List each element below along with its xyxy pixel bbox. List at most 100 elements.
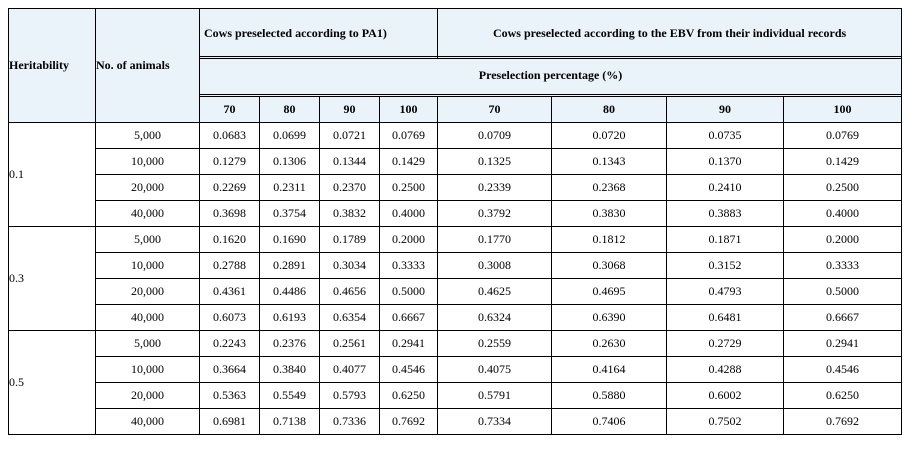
value-cell: 0.1343 <box>551 148 668 175</box>
table-row: 10,000 0.3664 0.3840 0.4077 0.4546 0.4075 0.41… <box>9 356 903 383</box>
value-cell: 0.6354 <box>319 304 380 331</box>
value-cell: 0.6250 <box>378 382 439 409</box>
results-table: Heritability No. of animals Cows presele… <box>8 8 903 435</box>
value-cell: 0.7502 <box>666 408 785 435</box>
value-cell: 0.7336 <box>319 408 380 435</box>
value-cell: 0.3333 <box>783 252 903 279</box>
value-cell: 0.7406 <box>551 408 668 435</box>
animals-cell: 20,000 <box>95 174 200 201</box>
value-cell: 0.2376 <box>259 330 320 357</box>
value-cell: 0.6481 <box>666 304 785 331</box>
value-cell: 0.3034 <box>319 252 380 279</box>
animals-cell: 5,000 <box>95 330 200 357</box>
value-cell: 0.1789 <box>319 226 380 253</box>
pct-header: 100 <box>378 96 439 123</box>
value-cell: 0.0699 <box>259 122 320 149</box>
value-cell: 0.0769 <box>783 122 903 149</box>
value-cell: 0.0735 <box>666 122 785 149</box>
value-cell: 0.0721 <box>319 122 380 149</box>
animals-cell: 20,000 <box>95 382 200 409</box>
value-cell: 0.4164 <box>551 356 668 383</box>
heritability-cell: 0.5 <box>8 330 96 435</box>
value-cell: 0.7692 <box>783 408 903 435</box>
animals-cell: 5,000 <box>95 122 200 149</box>
value-cell: 0.4695 <box>551 278 668 305</box>
animals-cell: 10,000 <box>95 252 200 279</box>
heritability-cell: 0.3 <box>8 226 96 331</box>
value-cell: 0.6002 <box>666 382 785 409</box>
value-cell: 0.2630 <box>551 330 668 357</box>
table-row: 20,000 0.4361 0.4486 0.4656 0.5000 0.4625 0.46… <box>9 278 903 305</box>
value-cell: 0.2788 <box>199 252 260 279</box>
table-row: 10,000 0.2788 0.2891 0.3034 0.3333 0.3008 0.30… <box>9 252 903 279</box>
value-cell: 0.1306 <box>259 148 320 175</box>
pct-header: 90 <box>666 96 785 123</box>
value-cell: 0.3068 <box>551 252 668 279</box>
value-cell: 0.1812 <box>551 226 668 253</box>
value-cell: 0.2941 <box>783 330 903 357</box>
value-cell: 0.3152 <box>666 252 785 279</box>
value-cell: 0.2410 <box>666 174 785 201</box>
value-cell: 0.7334 <box>437 408 553 435</box>
value-cell: 0.1325 <box>437 148 553 175</box>
value-cell: 0.0769 <box>378 122 439 149</box>
animals-cell: 40,000 <box>95 200 200 227</box>
pct-header: 100 <box>783 96 903 123</box>
value-cell: 0.2000 <box>783 226 903 253</box>
value-cell: 0.7138 <box>259 408 320 435</box>
value-cell: 0.1620 <box>199 226 260 253</box>
value-cell: 0.6193 <box>259 304 320 331</box>
value-cell: 0.4288 <box>666 356 785 383</box>
value-cell: 0.4000 <box>378 200 439 227</box>
value-cell: 0.6667 <box>378 304 439 331</box>
value-cell: 0.4075 <box>437 356 553 383</box>
value-cell: 0.2311 <box>259 174 320 201</box>
value-cell: 0.0709 <box>437 122 553 149</box>
value-cell: 0.3333 <box>378 252 439 279</box>
value-cell: 0.4793 <box>666 278 785 305</box>
value-cell: 0.2500 <box>783 174 903 201</box>
value-cell: 0.3840 <box>259 356 320 383</box>
value-cell: 0.1344 <box>319 148 380 175</box>
table-row: 40,000 0.3698 0.3754 0.3832 0.4000 0.3792 0.38… <box>9 200 903 227</box>
value-cell: 0.7692 <box>378 408 439 435</box>
animals-cell: 40,000 <box>95 408 200 435</box>
value-cell: 0.5880 <box>551 382 668 409</box>
table-row: 40,000 0.6981 0.7138 0.7336 0.7692 0.7334 0.74… <box>9 408 903 435</box>
value-cell: 0.6324 <box>437 304 553 331</box>
value-cell: 0.1690 <box>259 226 320 253</box>
pct-header: 70 <box>437 96 553 123</box>
animals-cell: 10,000 <box>95 356 200 383</box>
animals-cell: 5,000 <box>95 226 200 253</box>
value-cell: 0.3698 <box>199 200 260 227</box>
value-cell: 0.6250 <box>783 382 903 409</box>
value-cell: 0.0720 <box>551 122 668 149</box>
pa1-group-header: Cows preselected according to PA1) <box>198 8 439 59</box>
heritability-cell: 0.1 <box>8 122 96 227</box>
table-header: Heritability No. of animals Cows presele… <box>8 8 903 123</box>
preselection-header: Preselection percentage (%) <box>198 58 903 97</box>
value-cell: 0.4486 <box>259 278 320 305</box>
value-cell: 0.3008 <box>437 252 553 279</box>
value-cell: 0.2559 <box>437 330 553 357</box>
value-cell: 0.4077 <box>319 356 380 383</box>
pct-header: 80 <box>259 96 320 123</box>
pa1-header-text: Cows preselected according to PA1) <box>204 27 387 40</box>
value-cell: 0.2269 <box>199 174 260 201</box>
preselection-header-text: Preselection percentage (%) <box>478 68 623 82</box>
table-row: 0.3 5,000 0.1620 0.1690 0.1789 0.2000 0.1770 0.… <box>8 226 903 331</box>
value-cell: 0.2729 <box>666 330 785 357</box>
value-cell: 0.1429 <box>783 148 903 175</box>
value-cell: 0.4625 <box>437 278 553 305</box>
table-row: 0.1 5,000 0.0683 0.0699 0.0721 0.0769 0.0709 0.… <box>8 122 903 227</box>
value-cell: 0.2368 <box>551 174 668 201</box>
pct-header: 70 <box>199 96 260 123</box>
heritability-header: Heritability <box>8 8 96 123</box>
value-cell: 0.2891 <box>259 252 320 279</box>
value-cell: 0.3664 <box>199 356 260 383</box>
value-cell: 0.3792 <box>437 200 553 227</box>
value-cell: 0.2000 <box>378 226 439 253</box>
value-cell: 0.1770 <box>437 226 553 253</box>
value-cell: 0.4546 <box>378 356 439 383</box>
value-cell: 0.4361 <box>199 278 260 305</box>
